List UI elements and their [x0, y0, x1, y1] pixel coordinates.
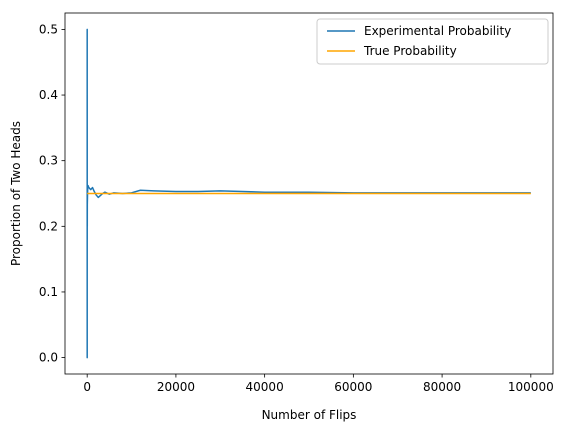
series-line-experimental-probability [86, 28, 531, 359]
ticks-layer: 0 20000 40000 60000 80000 100000 0.0 0.1 0.2 0.3 0… [39, 22, 554, 394]
y-tick-label: 0.5 [39, 22, 58, 36]
y-tick-label: 0.1 [39, 285, 58, 299]
y-tick-label: 0.2 [39, 219, 58, 233]
x-tick-label: 60000 [334, 380, 372, 394]
x-axis-label: Number of Flips [262, 408, 357, 422]
legend-label: True Probability [363, 44, 457, 58]
series-layer [86, 28, 531, 359]
y-tick-label: 0.4 [39, 88, 58, 102]
legend-label: Experimental Probability [364, 24, 511, 38]
x-tick-label: 0 [83, 380, 91, 394]
legend-box [316, 18, 549, 65]
x-tick-label: 100000 [508, 380, 554, 394]
y-tick-label: 0.3 [39, 154, 58, 168]
y-axis-label: Proportion of Two Heads [9, 121, 23, 266]
x-tick-label: 80000 [423, 380, 461, 394]
x-tick-label: 40000 [246, 380, 284, 394]
x-tick-label: 20000 [157, 380, 195, 394]
legend: Experimental Probability True Probability [316, 18, 549, 65]
axes-frame [64, 12, 554, 375]
y-tick-label: 0.0 [39, 351, 58, 365]
